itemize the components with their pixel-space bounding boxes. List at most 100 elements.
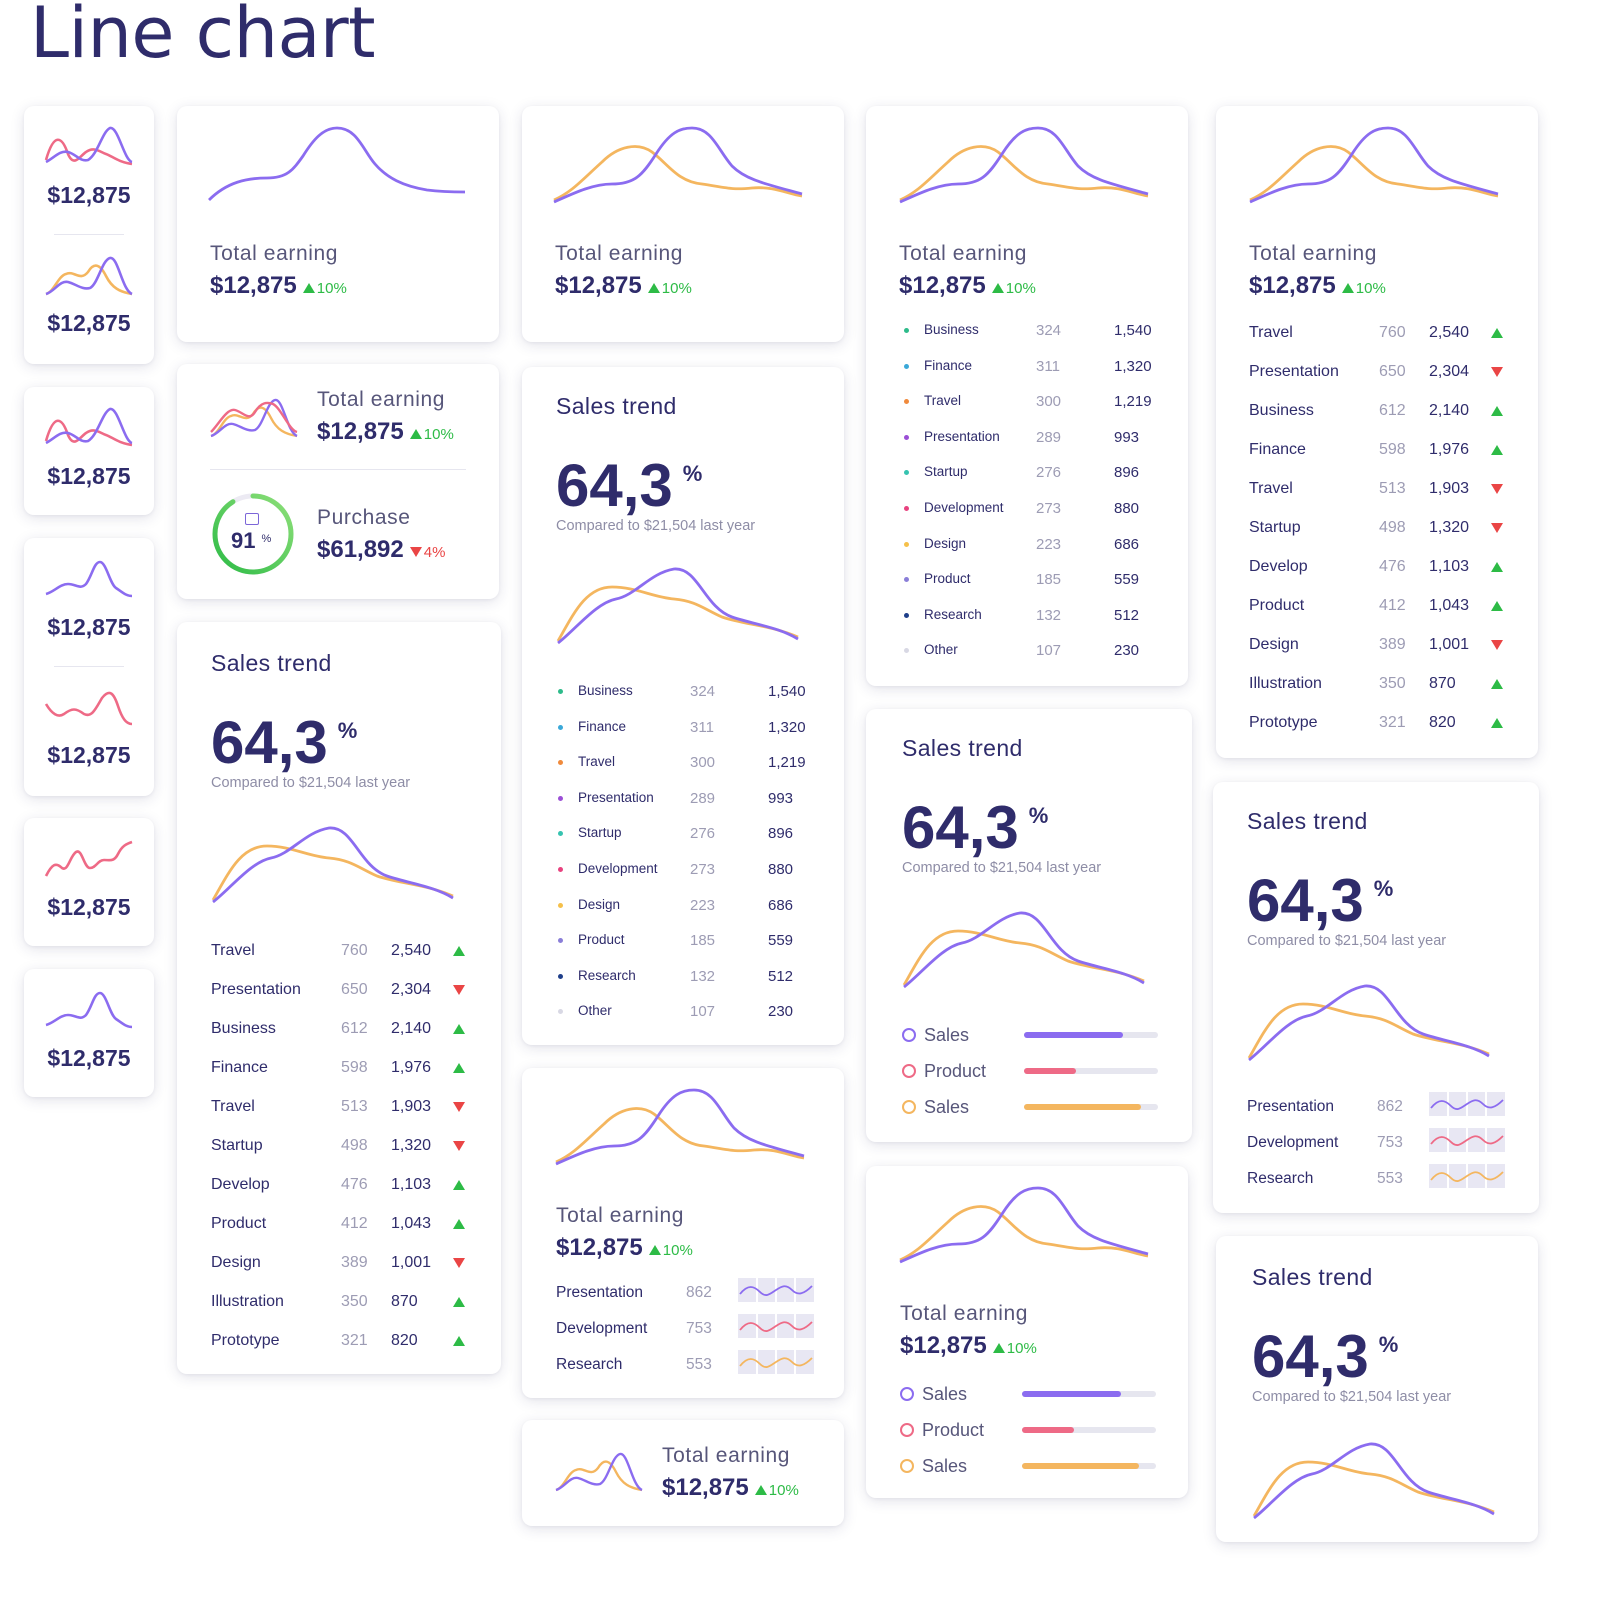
trend-unit: % xyxy=(1378,1332,1399,1357)
list-item[interactable]: Design 223 686 xyxy=(558,897,814,917)
list-item[interactable]: Sales xyxy=(900,1456,1156,1476)
list-item[interactable]: Startup 276 896 xyxy=(904,464,1158,484)
list-item[interactable]: Develop 476 1,103 xyxy=(1249,558,1505,578)
list-item[interactable]: Research 553 xyxy=(556,1350,814,1376)
line-chart xyxy=(556,567,799,645)
category-count: 300 xyxy=(1036,393,1062,411)
list-item[interactable]: Research 132 512 xyxy=(558,968,814,988)
earning-card[interactable]: Total earning $12,875 10% xyxy=(522,106,844,342)
list-item[interactable]: Presentation 650 2,304 xyxy=(1249,363,1505,383)
earning-progress-card[interactable]: Total earning $12,875 10% Sales Product Sal… xyxy=(866,1166,1188,1498)
earning-purchase-card[interactable]: Total earning $12,875 10% 91% Purchase $6… xyxy=(177,364,499,599)
list-item[interactable]: Product xyxy=(902,1061,1158,1081)
arrow-up-icon xyxy=(453,1219,465,1229)
list-item[interactable]: Startup 498 1,320 xyxy=(1249,519,1505,539)
earning-amount: $12,875 10% xyxy=(317,418,454,446)
list-item[interactable]: Travel 300 1,219 xyxy=(558,754,814,774)
sparkline xyxy=(1429,1092,1505,1116)
earning-card[interactable]: Total earning $12,875 10% xyxy=(177,106,499,342)
trend-number: 64,3 xyxy=(902,794,1019,861)
earning-mini-card[interactable]: Total earning $12,875 10% xyxy=(522,1420,844,1526)
list-item[interactable]: Development 753 xyxy=(1247,1128,1505,1154)
earning-bullets-card[interactable]: Total earning $12,875 10% Business 324 1,54… xyxy=(866,106,1188,686)
list-item[interactable]: Business 324 1,540 xyxy=(558,683,814,703)
category-count: 350 xyxy=(341,1293,368,1310)
change-up: 10% xyxy=(648,1242,693,1259)
list-item[interactable]: Finance 311 1,320 xyxy=(558,719,814,739)
list-item[interactable]: Other 107 230 xyxy=(558,1003,814,1023)
category-total: 559 xyxy=(768,932,794,950)
list-item[interactable]: Presentation 862 xyxy=(1247,1092,1505,1118)
list-item[interactable]: Research 132 512 xyxy=(904,607,1158,627)
list-item[interactable]: Finance 598 1,976 xyxy=(211,1059,467,1079)
list-item[interactable]: Prototype 321 820 xyxy=(1249,714,1505,734)
sales-trend-card[interactable]: Sales trend 64,3% Compared to $21,504 la… xyxy=(1216,1236,1538,1542)
list-item[interactable]: Travel 300 1,219 xyxy=(904,393,1158,413)
arrow-up-icon xyxy=(302,283,315,293)
list-item[interactable]: Product 185 559 xyxy=(904,571,1158,591)
list-item[interactable]: Design 223 686 xyxy=(904,536,1158,556)
list-item[interactable]: Travel 513 1,903 xyxy=(1249,480,1505,500)
list-item[interactable]: Develop 476 1,103 xyxy=(211,1176,467,1196)
list-item[interactable]: Business 324 1,540 xyxy=(904,322,1158,342)
arrow-up-icon xyxy=(453,1063,465,1073)
category-value: 553 xyxy=(1377,1170,1403,1187)
list-item[interactable]: Sales xyxy=(902,1025,1158,1045)
sales-trend-spark-card[interactable]: Sales trend 64,3% Compared to $21,504 la… xyxy=(1213,782,1539,1213)
progress-bar xyxy=(1024,1104,1158,1110)
list-item[interactable]: Presentation 650 2,304 xyxy=(211,981,467,1001)
sales-trend-card[interactable]: Sales trend 64,3% Compared to $21,504 la… xyxy=(522,367,844,1045)
category-count: 650 xyxy=(1379,363,1406,380)
mini-card-5[interactable]: $12,875 xyxy=(24,969,154,1097)
list-item[interactable]: Design 389 1,001 xyxy=(1249,636,1505,656)
progress-fill xyxy=(1024,1032,1124,1038)
category-count: 650 xyxy=(341,981,368,998)
list-item[interactable]: Business 612 2,140 xyxy=(211,1020,467,1040)
list-item[interactable]: Development 753 xyxy=(556,1314,814,1340)
mini-card-1[interactable]: $12,875 $12,875 xyxy=(24,106,154,364)
list-item[interactable]: Business 612 2,140 xyxy=(1249,402,1505,422)
arrow-up-icon xyxy=(1491,718,1503,728)
mini-card-2[interactable]: $12,875 xyxy=(24,387,154,515)
mini-value: $12,875 xyxy=(47,463,131,489)
arrow-down-icon xyxy=(1491,640,1503,650)
list-item[interactable]: Travel 760 2,540 xyxy=(211,942,467,962)
list-item[interactable]: Sales xyxy=(902,1097,1158,1117)
list-item[interactable]: Illustration 350 870 xyxy=(1249,675,1505,695)
sales-trend-card[interactable]: Sales trend 64,3% Compared to $21,504 la… xyxy=(177,622,501,1374)
list-item[interactable]: Prototype 321 820 xyxy=(211,1332,467,1352)
list-item[interactable]: Product 412 1,043 xyxy=(211,1215,467,1235)
list-item[interactable]: Startup 276 896 xyxy=(558,825,814,845)
earning-list-card[interactable]: Total earning $12,875 10% Travel 760 2,540 P… xyxy=(1216,106,1538,758)
mini-card-4[interactable]: $12,875 xyxy=(24,818,154,946)
list-item[interactable]: Illustration 350 870 xyxy=(211,1293,467,1313)
category-name: Business xyxy=(924,322,979,337)
category-count: 107 xyxy=(1036,642,1062,660)
list-item[interactable]: Presentation 289 993 xyxy=(904,429,1158,449)
list-item[interactable]: Startup 498 1,320 xyxy=(211,1137,467,1157)
list-item[interactable]: Other 107 230 xyxy=(904,642,1158,662)
list-item[interactable]: Product xyxy=(900,1420,1156,1440)
list-item[interactable]: Finance 311 1,320 xyxy=(904,358,1158,378)
list-item[interactable]: Finance 598 1,976 xyxy=(1249,441,1505,461)
list-item[interactable]: Research 553 xyxy=(1247,1164,1505,1190)
list-item[interactable]: Product 185 559 xyxy=(558,932,814,952)
earning-spark-card[interactable]: Total earning $12,875 10% Presentation 862… xyxy=(522,1068,844,1398)
list-item[interactable]: Design 389 1,001 xyxy=(211,1254,467,1274)
bullet-dot-icon xyxy=(904,328,909,333)
category-total: 1,320 xyxy=(391,1137,432,1154)
list-item[interactable]: Travel 513 1,903 xyxy=(211,1098,467,1118)
list-item[interactable]: Product 412 1,043 xyxy=(1249,597,1505,617)
list-item[interactable]: Sales xyxy=(900,1384,1156,1404)
list-item[interactable]: Presentation 862 xyxy=(556,1278,814,1304)
list-item[interactable]: Development 273 880 xyxy=(558,861,814,881)
list-item[interactable]: Development 273 880 xyxy=(904,500,1158,520)
line-chart xyxy=(45,560,133,598)
list-item[interactable]: Presentation 289 993 xyxy=(558,790,814,810)
sales-trend-progress-card[interactable]: Sales trend 64,3% Compared to $21,504 la… xyxy=(866,709,1192,1142)
mini-card-3[interactable]: $12,875 $12,875 xyxy=(24,538,154,796)
list-item[interactable]: Travel 760 2,540 xyxy=(1249,324,1505,344)
category-name: Travel xyxy=(211,942,255,959)
category-count: 513 xyxy=(341,1098,368,1115)
category-total: 896 xyxy=(1114,464,1140,482)
